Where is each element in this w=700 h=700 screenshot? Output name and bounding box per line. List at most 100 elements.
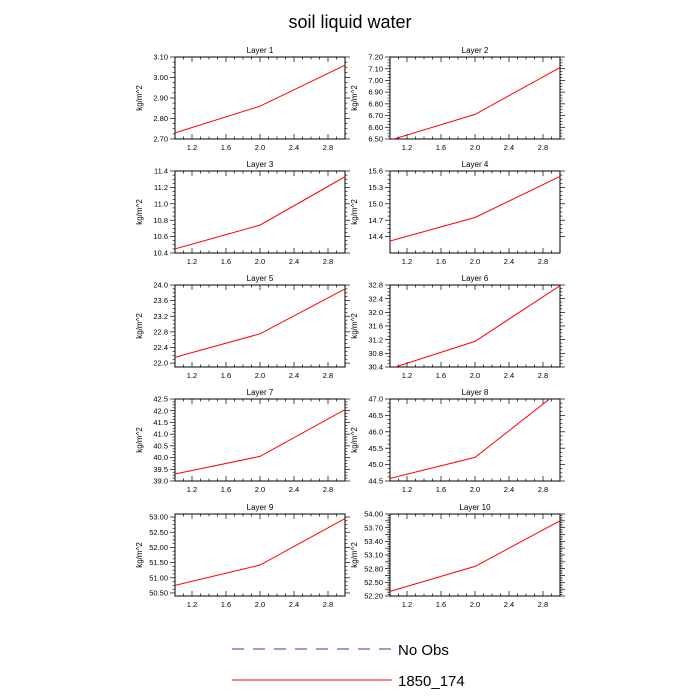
y-tick-label: 52.00 — [149, 543, 168, 552]
y-tick-label: 6.80 — [368, 99, 383, 108]
panel-layer-6: Layer 6 kg/m^2 1.2 1.6 2.0 2.4 2.8 30.4 30.8 31.2… — [350, 274, 565, 380]
x-tick-label: 2.0 — [470, 257, 480, 266]
y-axis-label: kg/m^2 — [135, 199, 144, 225]
x-tick-label: 2.0 — [470, 143, 480, 152]
series-line-1850_174 — [175, 64, 345, 134]
x-tick-label: 1.6 — [221, 371, 231, 380]
panel-layer-8: Layer 8 kg/m^2 1.2 1.6 2.0 2.4 2.8 44.5 45.0 45.5… — [350, 388, 565, 494]
y-tick-label: 50.50 — [149, 589, 168, 598]
y-tick-label: 44.5 — [368, 477, 383, 486]
panel-layer-7: Layer 7 kg/m^2 1.2 1.6 2.0 2.4 2.8 39.0 39.5 40.0… — [135, 388, 350, 494]
y-tick-label: 46.5 — [368, 411, 383, 420]
y-tick-label: 7.00 — [368, 76, 383, 85]
y-tick-label: 46.0 — [368, 427, 383, 436]
y-tick-label: 41.0 — [153, 430, 168, 439]
x-tick-label: 1.6 — [436, 257, 446, 266]
x-tick-label: 1.2 — [187, 371, 197, 380]
legend: No Obs 1850_174 — [232, 642, 465, 690]
x-tick-label: 2.4 — [289, 371, 299, 380]
x-tick-label: 1.6 — [436, 143, 446, 152]
x-tick-label: 2.8 — [323, 143, 333, 152]
y-tick-label: 23.6 — [153, 296, 168, 305]
x-tick-label: 2.4 — [504, 600, 514, 609]
x-tick-label: 2.4 — [289, 600, 299, 609]
y-tick-label: 10.6 — [153, 232, 168, 241]
panel-layer-4: Layer 4 kg/m^2 1.2 1.6 2.0 2.4 2.8 14.4 14.7 15.0… — [350, 160, 565, 266]
y-tick-label: 2.90 — [153, 94, 168, 103]
y-tick-label: 53.40 — [364, 537, 383, 546]
y-tick-label: 11.0 — [154, 199, 168, 208]
panel-title: Layer 3 — [247, 160, 274, 169]
panel-title: Layer 8 — [462, 388, 489, 397]
y-tick-label: 23.2 — [153, 312, 168, 321]
y-tick-label: 45.0 — [368, 460, 383, 469]
y-tick-label: 11.4 — [154, 167, 168, 176]
y-tick-label: 3.10 — [153, 53, 168, 62]
y-tick-label: 53.10 — [364, 551, 383, 560]
x-tick-label: 2.8 — [538, 600, 548, 609]
y-tick-label: 32.0 — [368, 308, 383, 317]
y-axis-label: kg/m^2 — [135, 85, 144, 111]
y-tick-label: 22.4 — [153, 343, 168, 352]
x-tick-label: 2.0 — [255, 371, 265, 380]
y-tick-label: 40.5 — [153, 441, 168, 450]
y-tick-label: 2.80 — [153, 114, 168, 123]
x-tick-label: 1.6 — [436, 485, 446, 494]
x-tick-label: 1.6 — [221, 600, 231, 609]
y-axis-label: kg/m^2 — [350, 427, 359, 453]
x-tick-label: 2.8 — [538, 143, 548, 152]
x-tick-label: 2.8 — [538, 371, 548, 380]
series-line-1850_174 — [175, 518, 345, 586]
x-tick-label: 1.2 — [402, 257, 412, 266]
y-tick-label: 39.5 — [153, 465, 168, 474]
y-tick-label: 22.0 — [153, 359, 168, 368]
y-tick-label: 52.50 — [364, 578, 383, 587]
x-tick-label: 2.0 — [470, 600, 480, 609]
x-tick-label: 2.0 — [470, 485, 480, 494]
panel-title: Layer 4 — [462, 160, 489, 169]
x-tick-label: 2.0 — [470, 371, 480, 380]
y-tick-label: 54.00 — [364, 510, 383, 519]
y-tick-label: 10.4 — [153, 249, 168, 258]
x-tick-label: 2.4 — [289, 143, 299, 152]
figure-title: soil liquid water — [288, 12, 411, 32]
y-tick-label: 41.5 — [153, 418, 168, 427]
plot-frame — [174, 170, 346, 254]
y-tick-label: 14.7 — [368, 216, 383, 225]
panel-layer-3: Layer 3 kg/m^2 1.2 1.6 2.0 2.4 2.8 10.4 10.6 10.8… — [135, 160, 350, 266]
plot-frame — [389, 56, 561, 140]
y-tick-label: 47.0 — [368, 395, 383, 404]
panel-title: Layer 5 — [247, 274, 274, 283]
x-tick-label: 2.8 — [323, 371, 333, 380]
y-tick-label: 31.2 — [368, 335, 383, 344]
y-tick-label: 31.6 — [368, 322, 383, 331]
x-tick-label: 1.6 — [436, 600, 446, 609]
x-tick-label: 2.4 — [289, 485, 299, 494]
x-tick-label: 2.4 — [289, 257, 299, 266]
series-line-1850_174 — [390, 399, 551, 479]
x-tick-label: 1.2 — [187, 600, 197, 609]
y-tick-label: 6.60 — [368, 123, 383, 132]
plot-frame — [174, 284, 346, 368]
y-tick-label: 39.0 — [153, 477, 168, 486]
panel-title: Layer 6 — [462, 274, 489, 283]
y-tick-label: 15.6 — [368, 167, 383, 176]
y-tick-label: 53.70 — [364, 523, 383, 532]
series-line-1850_174 — [175, 288, 345, 358]
x-tick-label: 1.6 — [436, 371, 446, 380]
plot-frame — [389, 284, 561, 368]
y-tick-label: 52.20 — [364, 592, 383, 601]
series-line-1850_174 — [390, 176, 560, 242]
y-tick-label: 10.8 — [153, 216, 168, 225]
x-tick-label: 1.2 — [402, 600, 412, 609]
y-axis-label: kg/m^2 — [135, 427, 144, 453]
x-tick-label: 2.4 — [504, 257, 514, 266]
series-line-1850_174 — [390, 520, 560, 592]
y-tick-label: 52.80 — [364, 564, 383, 573]
x-tick-label: 1.2 — [402, 371, 412, 380]
y-axis-label: kg/m^2 — [135, 542, 144, 568]
y-tick-label: 40.0 — [153, 453, 168, 462]
y-tick-label: 6.70 — [368, 111, 383, 120]
series-line-1850_174 — [175, 409, 345, 475]
